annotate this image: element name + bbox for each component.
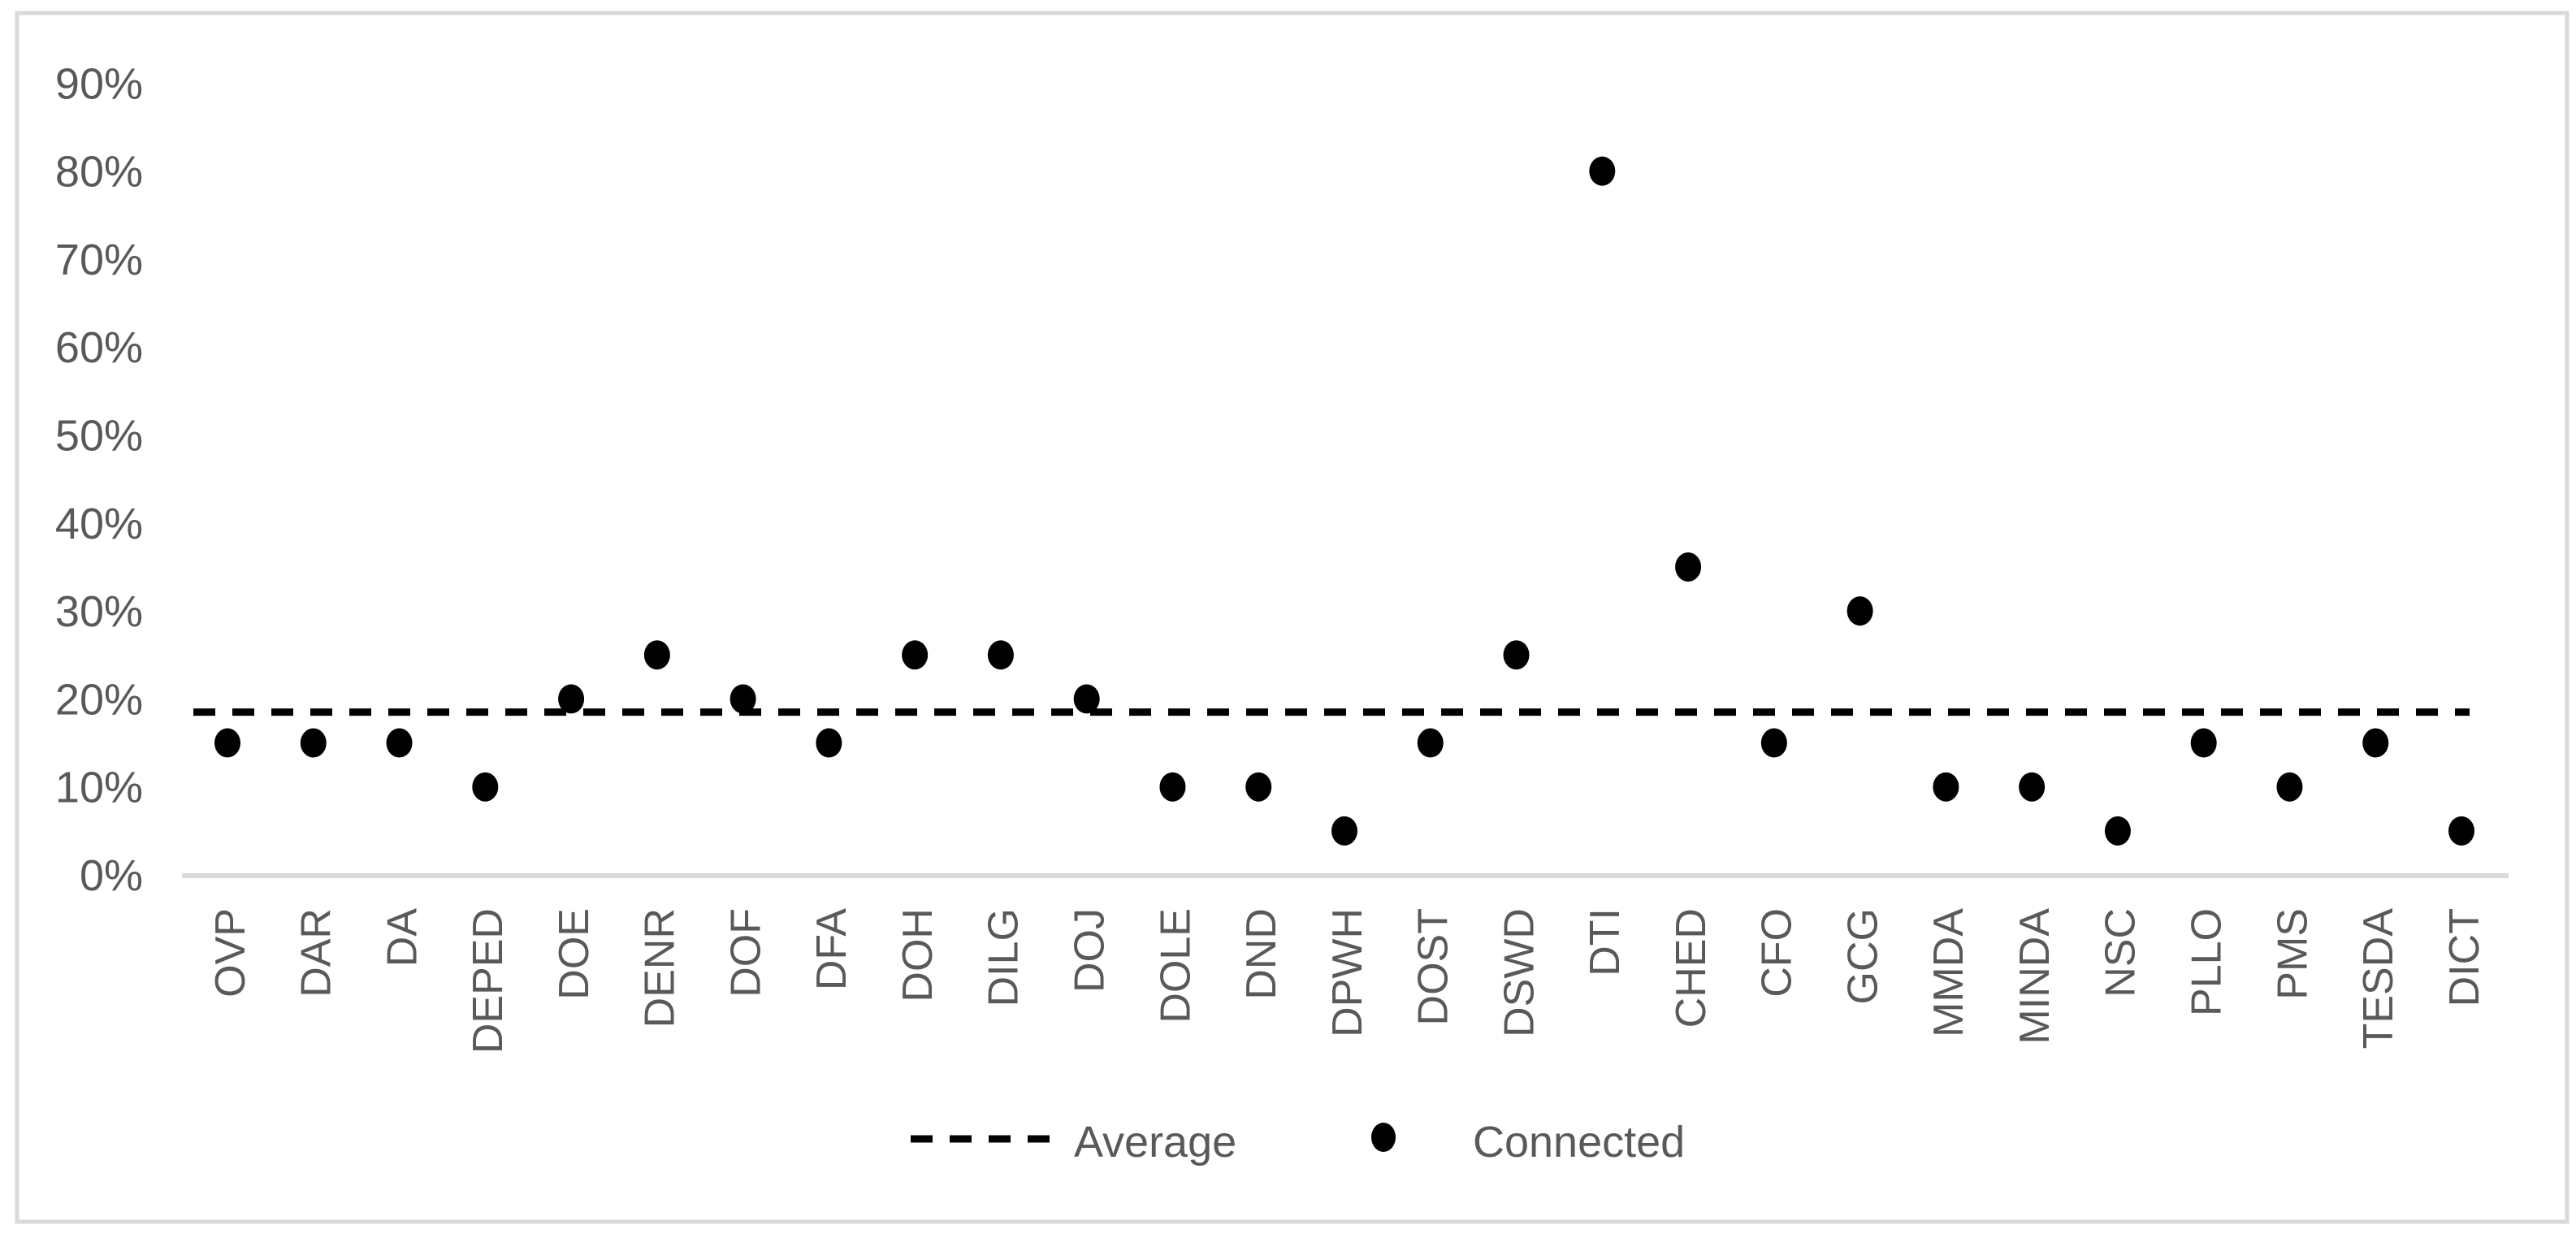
x-axis-category-label: TESDA (2355, 908, 2402, 1050)
x-axis-category-label: NSC (2098, 908, 2145, 998)
data-point (300, 728, 327, 758)
x-axis-category-label: DOH (894, 908, 942, 1002)
data-point (1417, 728, 1444, 758)
y-axis-tick-label: 90% (55, 59, 143, 108)
x-axis-category-label: DA (379, 908, 426, 967)
legend-connected-label: Connected (1473, 1118, 1685, 1167)
x-axis-category-label: DILG (981, 908, 1028, 1006)
data-point (730, 684, 756, 714)
x-axis-category-label: CHED (1668, 908, 1715, 1028)
y-axis-tick-label: 20% (55, 675, 143, 724)
x-axis-category-label: OVP (207, 908, 254, 998)
data-point (1675, 552, 1702, 582)
data-point (1331, 816, 1357, 846)
x-axis-category-label: CFO (1754, 908, 1801, 998)
data-point (1245, 772, 1272, 802)
data-point (1846, 596, 1873, 626)
x-axis-category-label: DENR (637, 908, 684, 1028)
x-axis-category-label: DICT (2441, 908, 2488, 1006)
x-axis-category-label: MINDA (2011, 908, 2059, 1045)
y-axis-tick-label: 40% (55, 500, 143, 548)
data-point (1073, 684, 1100, 714)
data-point (2190, 728, 2217, 758)
x-axis-category-label: DOJ (1066, 908, 1113, 993)
data-point (558, 684, 585, 714)
legend-connected-dot-icon (1371, 1123, 1396, 1152)
data-point (1760, 728, 1787, 758)
data-point (1503, 640, 1530, 670)
data-point (2019, 772, 2046, 802)
data-point (1933, 772, 1959, 802)
data-point (902, 640, 929, 670)
x-axis-category-label: DND (1238, 908, 1285, 1000)
x-axis-category-label: PMS (2269, 908, 2316, 1000)
data-point (2276, 772, 2303, 802)
y-axis-tick-label: 80% (55, 148, 143, 197)
data-point (1589, 156, 1616, 186)
data-points (214, 156, 2474, 846)
y-axis-tick-label: 70% (55, 236, 143, 284)
x-axis-category-label: DFA (808, 908, 855, 990)
x-axis-category-label: PLLO (2183, 908, 2230, 1016)
data-point (2448, 816, 2474, 846)
y-axis-tick-label: 60% (55, 323, 143, 372)
data-point (472, 772, 499, 802)
y-axis-tick-labels: 0% 10% 20% 30% 40% 50% 60% 70% 80% 90% (55, 59, 143, 900)
x-axis-category-label: DOF (722, 908, 769, 998)
data-point (2104, 816, 2131, 846)
legend: Average Connected (911, 1118, 1685, 1167)
x-axis-category-label: DPWH (1324, 908, 1371, 1037)
data-point (214, 728, 240, 758)
x-axis-category-labels: OVP DAR DA DEPED DOE DENR DOF DFA DOH DILG DOJ DOLE… (207, 908, 2488, 1054)
x-axis-category-label: DSWD (1496, 908, 1543, 1037)
data-point (386, 728, 413, 758)
x-axis-category-label: DTI (1582, 908, 1629, 976)
data-point (643, 640, 670, 670)
x-axis-category-label: DOLE (1152, 908, 1199, 1024)
y-axis-tick-label: 0% (80, 851, 143, 900)
x-axis-category-label: DAR (293, 908, 340, 998)
chart-frame-border (15, 11, 2570, 1224)
x-axis-category-label: MMDA (1925, 908, 1972, 1037)
x-axis-category-label: DEPED (465, 908, 512, 1054)
x-axis-category-label: DOE (551, 908, 598, 1000)
x-axis-category-label: DOST (1410, 908, 1457, 1025)
data-point (2362, 728, 2389, 758)
data-point (987, 640, 1014, 670)
data-point (816, 728, 842, 758)
y-axis-tick-label: 10% (55, 764, 143, 812)
legend-average-label: Average (1074, 1118, 1236, 1167)
y-axis-tick-label: 50% (55, 412, 143, 461)
x-axis-category-label: GCG (1839, 908, 1886, 1004)
y-axis-tick-label: 30% (55, 587, 143, 636)
data-point (1159, 772, 1186, 802)
